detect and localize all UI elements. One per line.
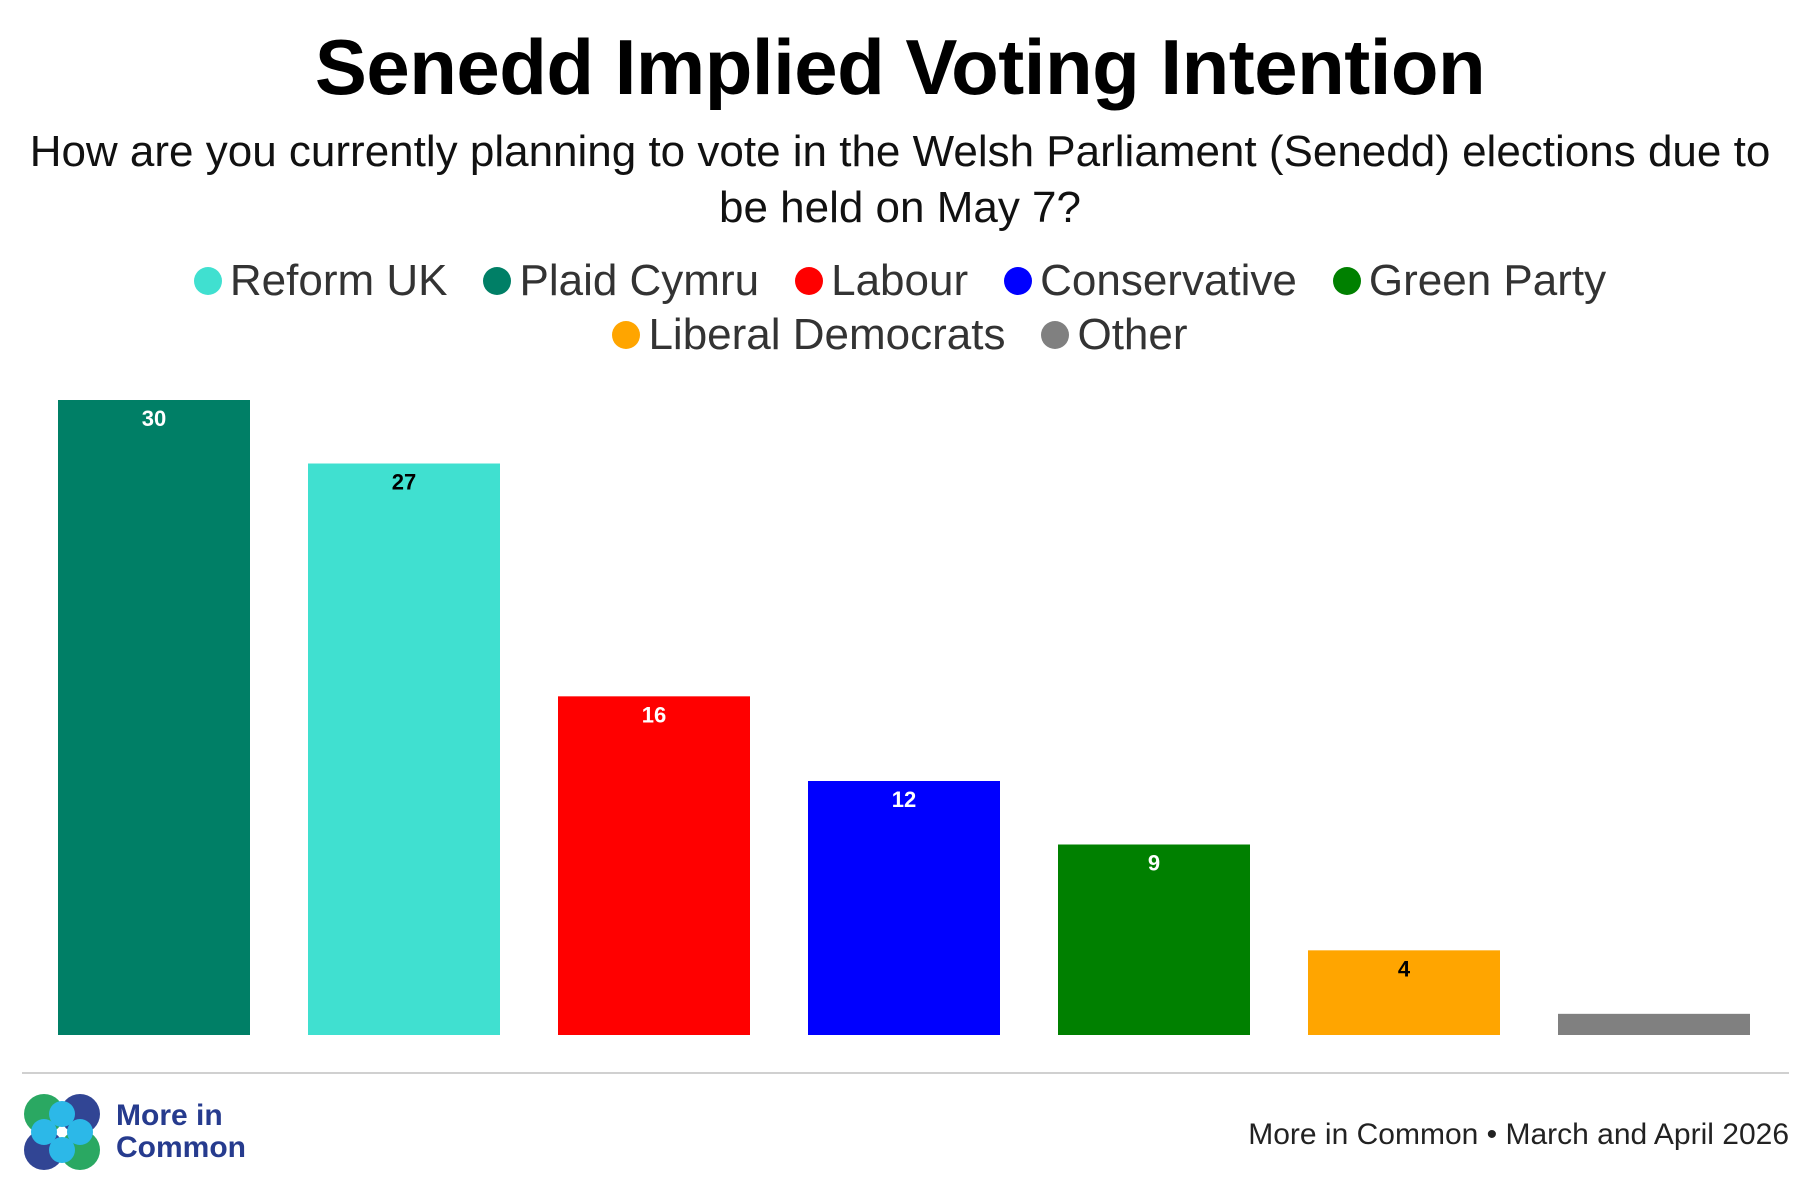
legend-swatch [1004,267,1033,295]
bar-green-party [1058,844,1250,1035]
legend-item: Conservative [1004,258,1297,304]
legend-item: Green Party [1332,256,1607,305]
legend-label: Labour [831,256,969,305]
bar-chart: 30 27 16 12 9 4 [58,400,1750,1035]
legend-label: Green Party [1368,256,1607,305]
chart-subtitle: How are you currently planning to vote i… [29,127,1771,232]
legend-swatch [795,267,824,295]
legend-label: Other [1077,310,1188,359]
footer-divider [22,1072,1789,1074]
bar-conservative [808,781,1000,1035]
bar-labour [558,696,750,1035]
bar-liberal-democrats [1308,950,1500,1035]
legend-item: Liberal Democrats [612,312,1005,358]
legend-item: Labour [795,258,968,304]
bar-other [1558,1013,1750,1035]
chart-title: Senedd Implied Voting Intention [314,23,1486,111]
legend-item: Plaid Cymru [483,258,759,304]
logo-text: More in Common [116,1099,246,1164]
legend-swatch [1041,321,1070,349]
legend-label: Reform UK [229,256,448,305]
legend-swatch [612,321,641,349]
logo-icon [24,1094,100,1170]
chart-legend: Reform UK Plaid Cymru Labour Conservative Gr… [120,258,1680,358]
data-label: 9 [1148,851,1160,876]
data-label: 12 [892,787,916,812]
legend-label: Plaid Cymru [519,256,760,305]
legend-label: Conservative [1040,256,1297,305]
data-label: 30 [142,406,166,431]
data-label: 4 [1398,956,1411,981]
legend-swatch [1332,267,1361,295]
data-label: 16 [642,702,666,727]
bar-reform-uk [308,463,500,1035]
bar-plaid-cymru [58,400,250,1035]
legend-item: Other [1041,310,1188,359]
data-label: 27 [392,470,416,495]
legend-swatch [483,267,512,295]
legend-label: Liberal Democrats [648,310,1006,359]
legend-item: Reform UK [193,256,448,305]
more-in-common-logo: More in Common [22,1092,276,1172]
legend-swatch [193,267,222,295]
source-note: More in Common • March and April 2026 [1248,1118,1789,1151]
